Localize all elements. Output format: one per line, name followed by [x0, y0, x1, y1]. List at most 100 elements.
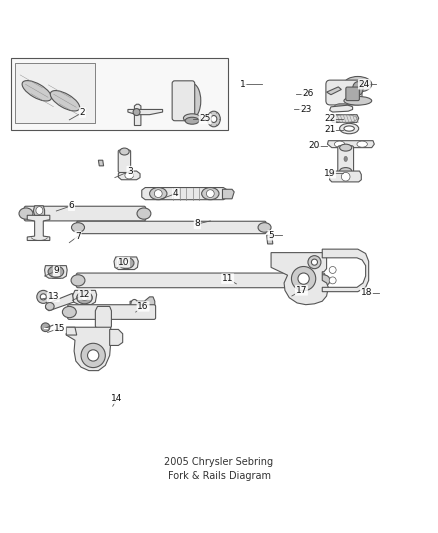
- Ellipse shape: [125, 172, 134, 179]
- Text: 1: 1: [240, 80, 246, 89]
- Polygon shape: [330, 105, 353, 112]
- FancyBboxPatch shape: [346, 87, 360, 101]
- FancyBboxPatch shape: [77, 221, 266, 233]
- FancyBboxPatch shape: [326, 80, 362, 105]
- Text: 2: 2: [80, 108, 85, 117]
- Polygon shape: [66, 327, 77, 335]
- FancyBboxPatch shape: [338, 146, 353, 173]
- Ellipse shape: [71, 223, 85, 232]
- Ellipse shape: [48, 266, 64, 277]
- Text: 21: 21: [324, 125, 336, 134]
- FancyBboxPatch shape: [118, 150, 131, 173]
- Ellipse shape: [46, 303, 54, 310]
- Ellipse shape: [71, 274, 85, 286]
- Polygon shape: [328, 141, 374, 148]
- Text: 4: 4: [173, 189, 178, 198]
- Ellipse shape: [40, 294, 46, 300]
- Ellipse shape: [353, 82, 363, 95]
- Ellipse shape: [344, 96, 372, 105]
- Text: 24: 24: [359, 80, 370, 89]
- FancyBboxPatch shape: [67, 305, 155, 319]
- Ellipse shape: [344, 156, 347, 161]
- Ellipse shape: [334, 141, 345, 147]
- Polygon shape: [46, 293, 74, 311]
- Polygon shape: [267, 235, 273, 244]
- Polygon shape: [327, 87, 341, 95]
- Ellipse shape: [344, 76, 372, 92]
- Polygon shape: [114, 257, 138, 270]
- Ellipse shape: [41, 323, 50, 332]
- Ellipse shape: [311, 259, 318, 265]
- Polygon shape: [130, 297, 155, 308]
- Text: 6: 6: [69, 201, 74, 210]
- Ellipse shape: [341, 172, 350, 181]
- Polygon shape: [118, 171, 140, 180]
- Ellipse shape: [298, 273, 309, 284]
- Text: 15: 15: [54, 324, 66, 333]
- Text: 2005 Chrysler Sebring
Fork & Rails Diagram: 2005 Chrysler Sebring Fork & Rails Diagr…: [164, 457, 274, 481]
- Ellipse shape: [120, 148, 129, 155]
- Polygon shape: [134, 104, 141, 125]
- Ellipse shape: [344, 126, 354, 131]
- Text: 17: 17: [296, 286, 307, 295]
- Ellipse shape: [329, 277, 336, 284]
- Ellipse shape: [81, 295, 88, 300]
- Text: 13: 13: [48, 293, 59, 301]
- Ellipse shape: [206, 190, 214, 198]
- Ellipse shape: [329, 266, 336, 273]
- Text: 11: 11: [222, 274, 233, 283]
- Ellipse shape: [150, 188, 167, 200]
- Polygon shape: [331, 115, 359, 123]
- Polygon shape: [330, 171, 361, 182]
- Ellipse shape: [308, 256, 321, 269]
- FancyBboxPatch shape: [24, 206, 146, 221]
- Ellipse shape: [88, 350, 99, 361]
- Ellipse shape: [123, 261, 130, 265]
- Ellipse shape: [207, 111, 220, 127]
- Ellipse shape: [37, 290, 50, 303]
- Text: 10: 10: [118, 257, 129, 266]
- Bar: [11, 58, 228, 130]
- Ellipse shape: [53, 269, 60, 274]
- Ellipse shape: [22, 80, 52, 101]
- Ellipse shape: [81, 343, 105, 368]
- Ellipse shape: [291, 266, 316, 291]
- Ellipse shape: [77, 292, 92, 304]
- Polygon shape: [223, 189, 234, 199]
- Ellipse shape: [118, 257, 134, 269]
- Text: 7: 7: [75, 232, 81, 240]
- Text: 26: 26: [302, 90, 314, 98]
- Ellipse shape: [131, 300, 138, 308]
- FancyBboxPatch shape: [76, 273, 325, 288]
- Ellipse shape: [184, 84, 201, 118]
- Polygon shape: [322, 249, 369, 292]
- Text: 18: 18: [361, 288, 372, 297]
- Polygon shape: [72, 290, 97, 305]
- Text: 5: 5: [268, 231, 274, 240]
- Ellipse shape: [316, 274, 330, 286]
- Text: 16: 16: [138, 302, 149, 311]
- Ellipse shape: [50, 91, 80, 111]
- Text: 9: 9: [53, 266, 59, 276]
- Ellipse shape: [184, 114, 201, 123]
- Polygon shape: [110, 329, 123, 345]
- Polygon shape: [95, 306, 111, 329]
- Ellipse shape: [211, 116, 217, 123]
- Ellipse shape: [36, 207, 43, 214]
- Polygon shape: [142, 188, 228, 200]
- Polygon shape: [99, 160, 104, 166]
- Bar: [15, 63, 95, 123]
- Ellipse shape: [258, 223, 271, 232]
- Polygon shape: [27, 215, 50, 240]
- Ellipse shape: [339, 123, 359, 134]
- Text: 8: 8: [194, 220, 200, 229]
- Text: 12: 12: [79, 290, 90, 299]
- Ellipse shape: [357, 141, 367, 147]
- Ellipse shape: [185, 117, 199, 124]
- Text: 20: 20: [309, 141, 320, 150]
- Polygon shape: [33, 206, 45, 215]
- Polygon shape: [66, 327, 111, 370]
- Text: 22: 22: [324, 115, 335, 124]
- Ellipse shape: [62, 306, 76, 318]
- FancyBboxPatch shape: [172, 81, 195, 121]
